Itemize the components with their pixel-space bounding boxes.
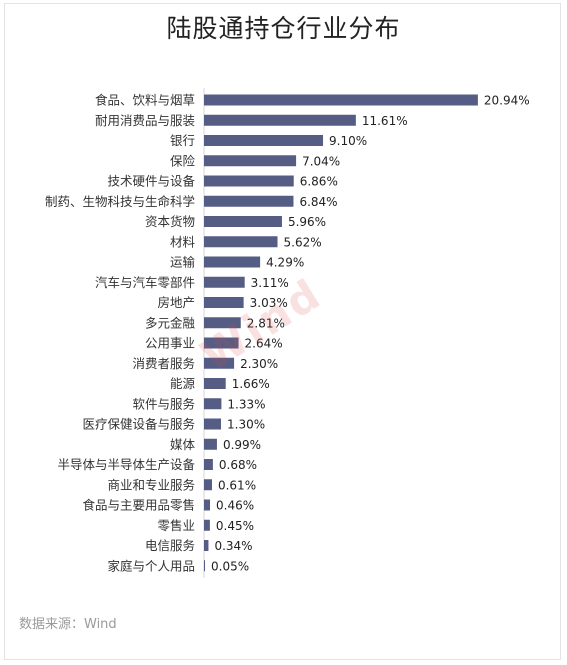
value-label: 2.30% bbox=[240, 357, 278, 371]
chart-title: 陆股通持仓行业分布 bbox=[166, 14, 401, 43]
value-label: 0.45% bbox=[216, 519, 254, 533]
bar bbox=[204, 398, 222, 410]
bar bbox=[204, 560, 205, 572]
bar bbox=[204, 94, 478, 106]
value-label: 6.86% bbox=[300, 175, 338, 189]
value-label: 3.11% bbox=[251, 276, 289, 290]
bar bbox=[204, 175, 294, 187]
value-label: 20.94% bbox=[484, 94, 530, 108]
bar bbox=[204, 276, 245, 288]
category-label: 食品、饮料与烟草 bbox=[95, 93, 195, 108]
bar bbox=[204, 540, 209, 551]
bar bbox=[204, 499, 211, 511]
value-label: 3.03% bbox=[250, 296, 288, 310]
bar bbox=[204, 297, 244, 308]
value-label: 1.66% bbox=[232, 377, 270, 391]
value-label: 0.99% bbox=[223, 438, 261, 452]
source-note: 数据来源：Wind bbox=[19, 617, 117, 632]
category-label: 耐用消费品与服装 bbox=[95, 113, 195, 128]
category-label: 制药、生物科技与生命科学 bbox=[45, 194, 195, 209]
value-label: 4.29% bbox=[266, 256, 304, 270]
value-label: 2.81% bbox=[247, 316, 285, 330]
category-label: 食品与主要用品零售 bbox=[82, 498, 195, 513]
value-label: 11.61% bbox=[362, 114, 408, 128]
category-label: 公用事业 bbox=[145, 336, 195, 351]
value-label: 0.46% bbox=[216, 499, 254, 513]
category-label: 房地产 bbox=[157, 295, 195, 310]
bar bbox=[204, 195, 294, 207]
value-label: 6.84% bbox=[299, 195, 337, 209]
bar bbox=[204, 114, 356, 126]
bar bbox=[204, 418, 222, 430]
category-label: 软件与服务 bbox=[132, 396, 195, 411]
category-label: 零售业 bbox=[157, 518, 195, 533]
bar bbox=[204, 256, 261, 268]
value-label: 0.05% bbox=[211, 559, 249, 573]
value-label: 1.33% bbox=[227, 397, 265, 411]
bar bbox=[204, 519, 210, 531]
value-label: 7.04% bbox=[302, 154, 340, 168]
category-label: 运输 bbox=[170, 255, 196, 270]
category-label: 医疗保健设备与服务 bbox=[82, 417, 195, 432]
value-label: 0.34% bbox=[214, 539, 252, 553]
bar bbox=[204, 155, 297, 167]
category-label: 银行 bbox=[170, 133, 195, 148]
value-label: 0.68% bbox=[219, 458, 257, 472]
bar bbox=[204, 357, 235, 369]
value-label: 5.62% bbox=[284, 235, 322, 249]
category-label: 媒体 bbox=[170, 437, 196, 452]
value-label: 5.96% bbox=[288, 215, 326, 229]
bar bbox=[204, 337, 239, 349]
category-label: 资本货物 bbox=[145, 214, 195, 229]
bar bbox=[204, 216, 282, 227]
category-label: 能源 bbox=[170, 376, 196, 391]
category-label: 保险 bbox=[170, 153, 196, 168]
value-label: 0.61% bbox=[218, 478, 256, 492]
value-label: 9.10% bbox=[329, 134, 367, 148]
bar bbox=[204, 135, 324, 146]
value-label: 1.30% bbox=[227, 418, 265, 432]
bar bbox=[204, 438, 217, 450]
category-label: 技术硬件与设备 bbox=[107, 174, 195, 189]
bar bbox=[204, 236, 278, 248]
category-label: 消费者服务 bbox=[132, 356, 195, 371]
category-label: 电信服务 bbox=[145, 538, 195, 553]
category-label: 材料 bbox=[170, 234, 196, 249]
bar bbox=[204, 317, 241, 329]
category-label: 多元金融 bbox=[145, 315, 196, 330]
chart-frame bbox=[4, 3, 561, 660]
category-label: 半导体与半导体生产设备 bbox=[57, 457, 195, 472]
bar bbox=[204, 459, 213, 470]
bar bbox=[204, 378, 226, 389]
value-label: 2.64% bbox=[245, 337, 283, 351]
category-label: 商业和专业服务 bbox=[107, 477, 195, 492]
category-label: 汽车与汽车零部件 bbox=[95, 275, 195, 290]
bar bbox=[204, 479, 212, 491]
category-label: 家庭与个人用品 bbox=[107, 558, 195, 573]
